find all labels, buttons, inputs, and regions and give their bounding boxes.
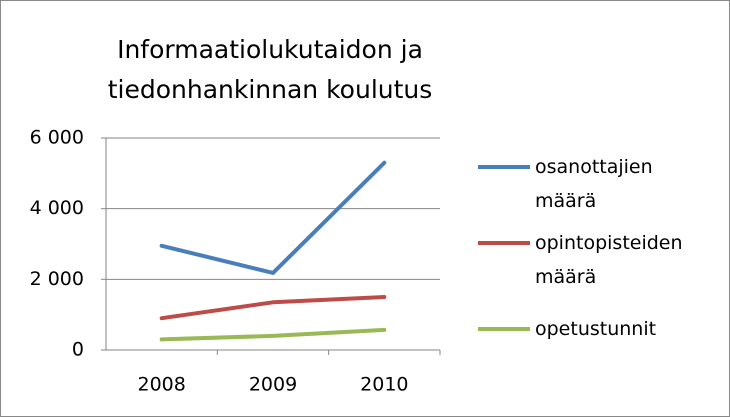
line-series xyxy=(159,295,387,321)
chart-title: Informaatiolukutaidon ja tiedonhankinnan… xyxy=(107,35,433,104)
legend-label: osanottajien määrä xyxy=(535,156,653,212)
y-tick-label: 2 000 xyxy=(30,268,84,290)
legend-label: opetustunnit xyxy=(535,318,657,340)
y-tick-label: 6 000 xyxy=(30,127,84,149)
y-tick-label: 4 000 xyxy=(30,197,84,219)
legend-label: opintopisteiden määrä xyxy=(535,232,683,288)
line-series xyxy=(159,327,387,342)
x-tick-label: 2008 xyxy=(137,374,185,396)
line-series xyxy=(159,160,387,275)
x-tick-label: 2010 xyxy=(360,374,408,396)
x-tick-label: 2009 xyxy=(249,374,297,396)
y-tick-label: 0 xyxy=(72,339,84,361)
